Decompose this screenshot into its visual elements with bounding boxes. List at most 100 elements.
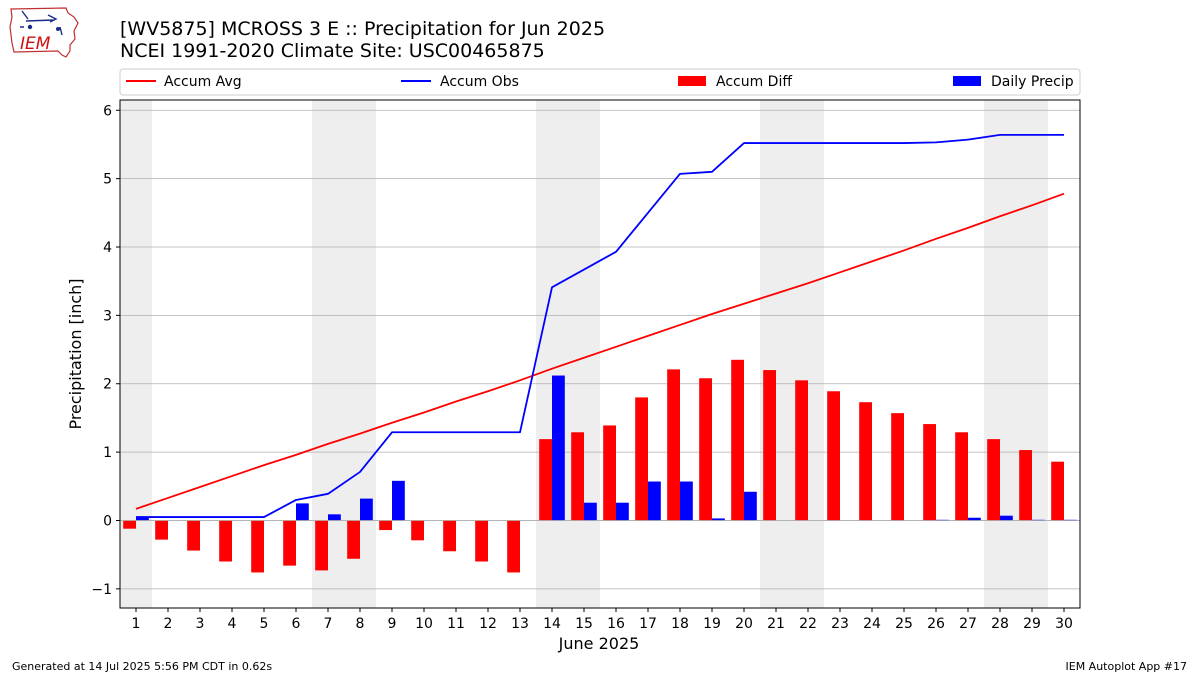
legend-label-accum-diff: Accum Diff [716,74,792,90]
accum-diff-bar [763,370,776,521]
x-tick-label: 12 [479,616,497,632]
x-tick-label: 15 [575,616,593,632]
bars [120,359,1080,573]
accum-diff-bar [187,520,200,551]
x-tick-label: 25 [895,616,913,632]
x-tick-label: 3 [196,616,205,632]
accum-diff-bar [635,397,648,521]
accum-diff-bar [475,520,488,562]
legend: Accum Avg Accum Obs Accum Diff Daily Pre… [119,68,1081,96]
daily-precip-bar [968,517,981,521]
accum-diff-bar [987,439,1000,521]
x-tick-label: 2 [164,616,173,632]
x-tick-label: 4 [228,616,237,632]
x-tick-label: 6 [292,616,301,632]
x-tick-label: 8 [356,616,365,632]
legend-label-accum-avg: Accum Avg [164,74,242,90]
daily-precip-bar [648,481,661,521]
accum-obs-line [136,133,1064,518]
x-tick-label: 21 [767,616,785,632]
x-tick-label: 5 [260,616,269,632]
accum-diff-bar [251,520,264,573]
y-tick-label: 4 [103,240,112,256]
accum-diff-bar [859,402,872,521]
weekend-shade [1016,100,1048,608]
accum-avg-line [135,192,1065,510]
daily-precip-bar [392,480,405,521]
x-tick-label: 29 [1023,616,1041,632]
y-tick-label: −1 [91,582,112,598]
weekend-shade [792,100,824,608]
weekend-shade [120,100,152,608]
y-axis-label: Precipitation [inch] [66,278,85,429]
x-tick-label: 13 [511,616,529,632]
station-dot-icon [27,24,33,30]
weekend-shade [984,100,1016,608]
x-tick-label: 1 [132,616,141,632]
chart-subtitle: NCEI 1991-2020 Climate Site: USC00465875 [120,40,545,62]
generated-timestamp: Generated at 14 Jul 2025 5:56 PM CDT in … [12,660,273,673]
accum-diff-bar [699,378,712,521]
legend-label-daily-precip: Daily Precip [991,74,1074,90]
daily-precip-bar [584,502,597,521]
logo-text: IEM [20,34,51,54]
y-tick-label: 1 [103,445,112,461]
x-tick-label: 22 [799,616,817,632]
accum-diff-bar [795,380,808,521]
daily-precip-bar [136,517,149,521]
chart-title: [WV5875] MCROSS 3 E :: Precipitation for… [120,18,606,40]
daily-precip-bar [296,503,309,521]
accum-diff-bar [955,432,968,521]
accum-diff-bar [1019,450,1032,521]
iowa-state-outline-icon [9,7,79,58]
x-tick-label: 16 [607,616,625,632]
daily-precip-bar [616,502,629,521]
daily-precip-bar [328,514,341,521]
x-tick-label: 9 [388,616,397,632]
x-axis-label: June 2025 [558,634,640,653]
legend-swatch-accum-diff [678,76,706,86]
app-label: IEM Autoplot App #17 [1065,660,1188,673]
weekend-shade [536,100,568,608]
y-axis-ticks: −1 0 1 2 3 4 5 6 [91,103,120,598]
accum-diff-bar [219,520,232,562]
x-tick-label: 20 [735,616,753,632]
accum-diff-bar [891,413,904,521]
y-tick-label: 6 [103,103,112,119]
accum-diff-bar [667,369,680,521]
x-tick-label: 11 [447,616,465,632]
accum-diff-bar [283,520,296,566]
accum-diff-bar [923,424,936,521]
accum-diff-bar [507,520,520,573]
plot-frame [119,99,1081,609]
y-tick-label: 0 [103,513,112,529]
accum-diff-bar [315,520,328,571]
legend-label-accum-obs: Accum Obs [440,74,519,90]
y-tick-label: 2 [103,377,112,393]
weekend-shade [760,100,792,608]
x-tick-label: 30 [1055,616,1073,632]
accum-diff-bar [411,520,424,541]
accum-diff-bar [571,432,584,521]
x-tick-label: 17 [639,616,657,632]
daily-precip-bar [744,491,757,521]
weather-symbols-icon [20,10,63,36]
iem-logo: IEM [9,7,79,58]
accum-diff-bar [539,439,552,521]
x-tick-label: 23 [831,616,849,632]
accum-diff-bar [1051,461,1064,521]
cloud-dot-icon [56,27,60,31]
daily-precip-bar [680,481,693,521]
accum-diff-bar [123,520,136,529]
accum-diff-bar [443,520,456,552]
accum-diff-bar [347,520,360,559]
x-tick-label: 24 [863,616,881,632]
accum-diff-bar [827,391,840,521]
x-axis-ticks: 1 2 3 4 5 6 7 8 9 10 11 12 13 14 15 16 17 18 19 20 21 22 23 24 2… [132,608,1073,632]
x-tick-label: 18 [671,616,689,632]
accum-diff-bar [155,520,168,540]
accum-diff-bar [379,520,392,531]
x-tick-label: 19 [703,616,721,632]
accum-diff-bar [731,359,744,521]
